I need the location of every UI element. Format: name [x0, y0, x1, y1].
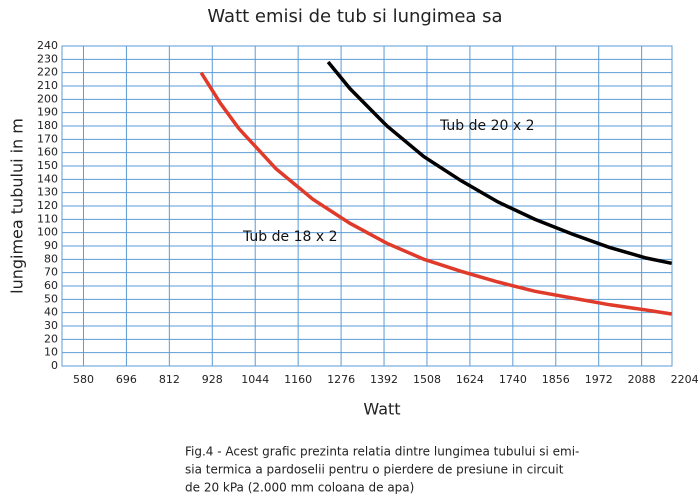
y-tick-label: 140	[37, 172, 58, 185]
y-tick-label: 0	[51, 359, 58, 372]
y-tick-label: 50	[44, 292, 58, 305]
x-tick-label: 1276	[327, 373, 355, 386]
x-tick-label: 696	[116, 373, 137, 386]
y-tick-label: 90	[44, 239, 58, 252]
x-tick-label: 1740	[499, 373, 527, 386]
x-axis-label: Watt	[363, 400, 400, 419]
y-tick-label: 10	[44, 346, 58, 359]
y-tick-label: 80	[44, 252, 58, 265]
y-tick-label: 110	[37, 212, 58, 225]
x-tick-label: 2088	[628, 373, 656, 386]
y-tick-label: 240	[37, 39, 58, 52]
series-label: Tub de 18 x 2	[242, 229, 338, 245]
y-tick-label: 170	[37, 132, 58, 145]
y-tick-label: 120	[37, 199, 58, 212]
chart-title: Watt emisi de tub si lungimea sa	[207, 6, 502, 27]
series-label: Tub de 20 x 2	[439, 118, 535, 134]
x-tick-label: 1972	[585, 373, 613, 386]
y-tick-label: 60	[44, 279, 58, 292]
x-tick-label: 2204	[671, 373, 699, 386]
y-tick-label: 150	[37, 159, 58, 172]
y-tick-label: 180	[37, 119, 58, 132]
caption: Fig.4 - Acest grafic prezinta relatia di…	[185, 445, 579, 459]
caption: sia termica a pardoselii pentru o pierde…	[185, 463, 564, 477]
x-tick-label: 812	[159, 373, 180, 386]
y-tick-label: 220	[37, 66, 58, 79]
y-axis-label: lungimea tubului in m	[8, 118, 27, 294]
y-tick-label: 160	[37, 146, 58, 159]
y-tick-label: 20	[44, 332, 58, 345]
y-tick-label: 210	[37, 79, 58, 92]
x-tick-label: 1044	[241, 373, 269, 386]
caption: de 20 kPa (2.000 mm coloana de apa)	[185, 481, 414, 495]
series-line	[326, 60, 672, 266]
y-tick-label: 70	[44, 266, 58, 279]
x-tick-label: 1160	[284, 373, 312, 386]
series-line	[199, 71, 672, 316]
y-tick-label: 100	[37, 226, 58, 239]
x-tick-label: 928	[202, 373, 223, 386]
y-tick-label: 200	[37, 92, 58, 105]
y-tick-label: 30	[44, 319, 58, 332]
x-tick-label: 1508	[413, 373, 441, 386]
x-tick-label: 1624	[456, 373, 484, 386]
x-tick-label: 580	[73, 373, 94, 386]
y-tick-label: 130	[37, 186, 58, 199]
x-tick-label: 1856	[542, 373, 570, 386]
y-tick-label: 230	[37, 52, 58, 65]
plot-frame	[61, 45, 673, 367]
x-tick-label: 1392	[370, 373, 398, 386]
y-tick-label: 190	[37, 106, 58, 119]
y-tick-label: 40	[44, 306, 58, 319]
